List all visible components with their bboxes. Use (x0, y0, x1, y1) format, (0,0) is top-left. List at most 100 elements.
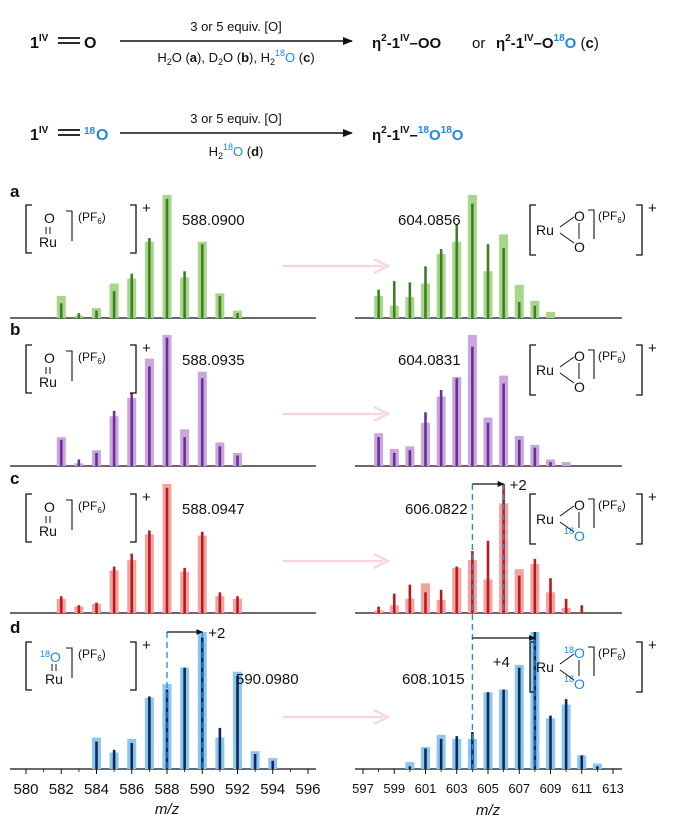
panel-label-b: b (10, 320, 20, 339)
right-xlabel: m/z (476, 802, 501, 819)
right-tick-label-599: 599 (383, 781, 405, 796)
svg-text:+: + (142, 489, 151, 506)
svg-text:(PF6): (PF6) (78, 210, 106, 226)
svg-text:O: O (44, 210, 55, 226)
c-right-exp-line-608 (533, 558, 537, 613)
c-shift-label: +2 (510, 477, 527, 494)
svg-text:18: 18 (40, 649, 50, 659)
a-left-exp-line-582 (59, 303, 63, 318)
svg-text:O: O (574, 348, 585, 364)
svg-text:+: + (648, 200, 657, 217)
svg-text:(PF6): (PF6) (78, 350, 106, 366)
c-transfer-arrow (283, 553, 391, 569)
svg-text:18: 18 (564, 645, 574, 655)
conditions-bottom-2: H218O (d) (209, 142, 264, 161)
b-right-exp-line-603 (455, 378, 459, 466)
panel-label-a: a (10, 182, 20, 201)
right-tick-label-605: 605 (477, 781, 499, 796)
svg-text:(PF6): (PF6) (598, 646, 626, 662)
svg-text:18: 18 (564, 526, 574, 536)
b-complex-right: Ru OO (PF6) + (529, 340, 657, 396)
b-left-exp-line-585 (112, 410, 116, 466)
a-left-exp-line-588 (165, 198, 169, 318)
svg-text:O: O (574, 676, 585, 692)
conditions-top-2: 3 or 5 equiv. [O] (190, 111, 282, 126)
d-left-exp-line-584 (95, 741, 98, 769)
left-tick-label-586: 586 (119, 781, 144, 798)
b-complex-left: O Ru (PF6) + (25, 340, 151, 394)
d-left-exp-line-592 (236, 675, 239, 769)
svg-text:O: O (50, 649, 61, 665)
svg-text:O: O (574, 208, 585, 224)
left-tick-label-592: 592 (225, 781, 250, 798)
b-left-peak-label: 588.0935 (182, 352, 245, 369)
b-right-calc-bar-610 (561, 462, 571, 466)
svg-text:O: O (44, 350, 55, 366)
c-left-exp-line-591 (218, 592, 222, 613)
svg-text:(PF6): (PF6) (598, 498, 626, 514)
c-right-exp-line-607 (517, 575, 521, 613)
d-right-exp-line-612 (596, 766, 599, 769)
reactant-1: 1IV (30, 33, 49, 52)
svg-text:Ru: Ru (536, 511, 554, 527)
a-right-exp-line-598 (377, 289, 380, 318)
b-right-exp-line-609 (549, 462, 552, 466)
c-left-exp-line-583 (77, 605, 81, 613)
isotope-shift-guides: +2 +2 +4 (166, 477, 536, 769)
b-right-exp-line-598 (377, 437, 380, 466)
b-right-exp-line-606 (502, 383, 505, 466)
b-left-exp-line-590 (200, 378, 204, 466)
c-right-exp-line-599 (392, 593, 396, 613)
a-left-peak-label: 588.0900 (182, 212, 245, 229)
c-left-exp-line-582 (59, 596, 63, 613)
right-tick-label-607: 607 (508, 781, 530, 796)
d-left-exp-line-587 (148, 696, 151, 769)
right-tick-label-603: 603 (446, 781, 468, 796)
d-left-exp-line-585 (112, 749, 116, 769)
c-right-exp-line-602 (439, 589, 443, 613)
d-transfer-arrow (283, 709, 391, 725)
d-right-exp-line-605 (486, 692, 490, 769)
c-right-peak-label: 606.0822 (405, 501, 468, 518)
left-tick-label-582: 582 (49, 781, 74, 798)
d-right-exp-line-607 (517, 667, 521, 769)
b-transfer-arrow (283, 406, 391, 422)
c-right-exp-line-611 (580, 605, 584, 613)
b-left-exp-line-591 (218, 446, 222, 466)
c-right-exp-line-604 (471, 551, 474, 613)
c-left-exp-line-584 (95, 602, 98, 613)
product-o18o: η2-1IV–O18O (c) (496, 33, 599, 52)
b-left-exp-line-586 (130, 392, 134, 466)
b-right-exp-line-604 (471, 346, 474, 466)
left-tick-label-590: 590 (190, 781, 215, 798)
c-right-exp-line-601 (424, 592, 427, 613)
scheme-row-1: 1IV O 3 or 5 equiv. [O] H2O (a), D2O (b)… (30, 19, 599, 67)
b-left-exp-line-587 (148, 366, 151, 466)
b-left-exp-line-582 (59, 439, 63, 466)
svg-text:+: + (648, 637, 657, 654)
a-right-calc-bar-609 (546, 311, 555, 318)
svg-text:(PF6): (PF6) (598, 349, 626, 365)
svg-text:O: O (84, 35, 96, 52)
a-left-exp-line-590 (200, 244, 204, 318)
a-left-exp-line-589 (183, 271, 186, 318)
scheme-row-2: 1IV 18 O 3 or 5 equiv. [O] H218O (d) η2-… (30, 111, 464, 161)
svg-text:+: + (648, 340, 657, 357)
c-left-exp-line-588 (165, 487, 169, 613)
a-complex-right: Ru OO (PF6) + (529, 200, 657, 256)
a-right-exp-line-602 (439, 249, 443, 318)
d-right-exp-line-600 (408, 766, 412, 769)
b-left-exp-line-589 (183, 437, 186, 466)
d-left-peak-label: 590.0980 (236, 671, 299, 688)
panel-label-c: c (10, 469, 19, 488)
a-right-exp-line-599 (392, 281, 396, 318)
svg-text:+: + (648, 489, 657, 506)
d-right-shift-label: +4 (493, 654, 510, 671)
b-right-exp-line-599 (392, 452, 396, 466)
product-18o18o: η2-1IV–18O18O (372, 125, 464, 144)
c-right-exp-line-598 (377, 606, 380, 613)
